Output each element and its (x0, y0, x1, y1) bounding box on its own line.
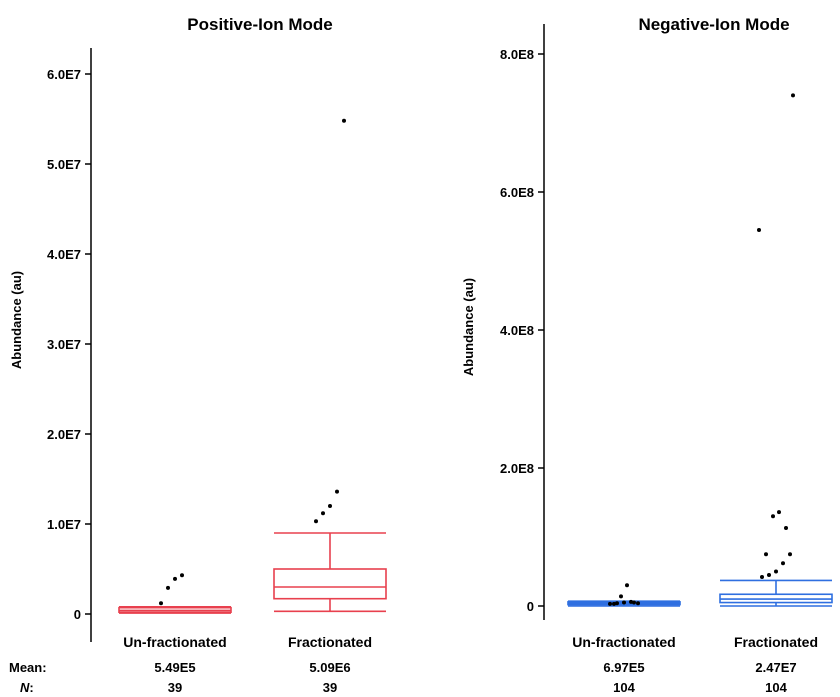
n-symbol: N (20, 680, 30, 695)
outlier-point (608, 601, 612, 606)
outlier-point (314, 519, 318, 524)
outlier-point (335, 489, 339, 494)
n-row-label: N: (20, 680, 34, 695)
outlier-point (767, 572, 771, 577)
negative-y-tick-label: 4.0E8 (500, 323, 534, 338)
negative-y-tick-label: 0 (527, 599, 534, 614)
outlier-point (612, 601, 616, 606)
positive-y-ticks: 0 1.0E7 2.0E7 3.0E7 4.0E7 5.0E7 6.0E7 (47, 67, 91, 622)
positive-n-fractionated: 39 (323, 680, 337, 695)
outlier-point (757, 227, 761, 232)
positive-y-tick-label: 0 (74, 607, 81, 622)
positive-y-tick-label: 4.0E7 (47, 247, 81, 262)
negative-category-unfractionated: Un-fractionated (572, 634, 675, 650)
positive-y-axis-label: Abundance (au) (9, 271, 24, 369)
summary-footer: Mean: N: 5.49E5 5.09E6 39 39 6.97E5 2.47… (9, 660, 797, 695)
outlier-point (328, 504, 332, 508)
outlier-point (771, 514, 775, 519)
outlier-point (774, 569, 778, 574)
negative-box-fractionated (719, 93, 833, 607)
negative-n-unfractionated: 104 (613, 680, 635, 695)
negative-y-axis-label: Abundance (au) (461, 278, 476, 376)
positive-y-tick-label: 2.0E7 (47, 427, 81, 442)
positive-category-unfractionated: Un-fractionated (123, 634, 226, 650)
negative-y-ticks: 0 2.0E8 4.0E8 6.0E8 8.0E8 (500, 47, 544, 614)
positive-n-unfractionated: 39 (168, 680, 182, 695)
n-suffix: : (29, 680, 33, 695)
outlier-point (173, 576, 177, 581)
positive-boxes (118, 118, 387, 614)
negative-y-tick-label: 6.0E8 (500, 185, 534, 200)
positive-box-fractionated (273, 118, 387, 613)
negative-category-fractionated: Fractionated (734, 634, 818, 650)
outlier-point (180, 573, 184, 578)
positive-y-tick-label: 1.0E7 (47, 517, 81, 532)
outlier-point (615, 601, 619, 606)
positive-mean-fractionated: 5.09E6 (309, 660, 350, 675)
outlier-point (622, 600, 626, 605)
outlier-point (784, 526, 788, 531)
outlier-point (788, 552, 792, 557)
positive-y-tick-label: 5.0E7 (47, 157, 81, 172)
negative-boxes (567, 93, 833, 607)
negative-y-tick-label: 2.0E8 (500, 461, 534, 476)
outlier-point (166, 585, 170, 590)
outlier-point (791, 93, 795, 98)
outlier-point (777, 510, 781, 515)
negative-mean-unfractionated: 6.97E5 (603, 660, 644, 675)
mean-row-label: Mean: (9, 660, 47, 675)
positive-mean-unfractionated: 5.49E5 (154, 660, 195, 675)
negative-y-tick-label: 8.0E8 (500, 47, 534, 62)
outlier-point (764, 552, 768, 557)
negative-panel-title: Negative-Ion Mode (638, 15, 789, 34)
outlier-point (625, 583, 629, 588)
positive-category-fractionated: Fractionated (288, 634, 372, 650)
outlier-point (781, 561, 785, 566)
negative-box-unfractionated (567, 583, 681, 607)
outlier-point (342, 118, 346, 123)
outlier-point (636, 601, 640, 606)
outlier-point (632, 600, 636, 605)
negative-n-fractionated: 104 (765, 680, 787, 695)
outlier-point (321, 511, 325, 516)
positive-y-tick-label: 3.0E7 (47, 337, 81, 352)
iqr-box (273, 568, 387, 600)
positive-ion-panel: Positive-Ion Mode Abundance (au) 0 1.0E7 2… (9, 15, 387, 650)
positive-box-unfractionated (118, 573, 232, 614)
outlier-point (629, 599, 633, 604)
negative-mean-fractionated: 2.47E7 (755, 660, 796, 675)
outlier-point (619, 594, 623, 599)
positive-panel-title: Positive-Ion Mode (187, 15, 332, 34)
outlier-point (760, 575, 764, 580)
outlier-point (159, 601, 163, 606)
negative-ion-panel: Negative-Ion Mode Abundance (au) 0 2.0E8 4… (461, 15, 833, 650)
positive-y-tick-label: 6.0E7 (47, 67, 81, 82)
